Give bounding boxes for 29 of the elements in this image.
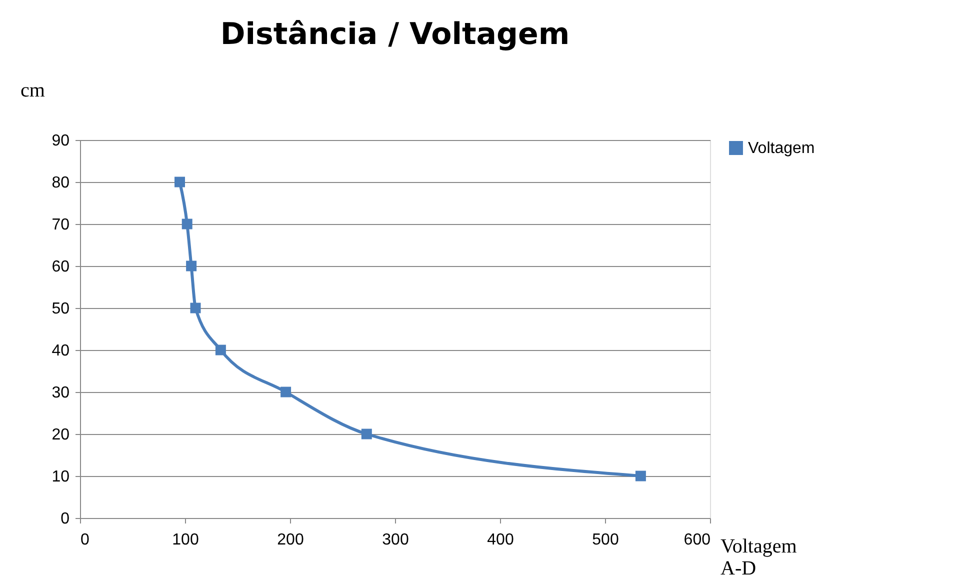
y-tick-label: 60 <box>52 258 70 276</box>
y-tick-label: 90 <box>52 132 70 150</box>
point <box>186 260 197 272</box>
y-tick-label: 30 <box>52 384 70 402</box>
y-tick-label: 0 <box>60 510 70 528</box>
point <box>182 218 192 230</box>
point <box>174 176 185 188</box>
y-tick-label: 50 <box>52 300 70 318</box>
y-tick-label: 10 <box>52 468 70 486</box>
x-tick-label: 0 <box>80 532 90 548</box>
point <box>280 386 292 398</box>
chart-title: Distância / Voltagem <box>220 17 570 52</box>
point <box>361 428 372 440</box>
x-tick-label: 100 <box>172 532 199 548</box>
y-axis-title: cm <box>20 80 46 102</box>
x-tick-label: 200 <box>277 532 304 548</box>
x-tick-label: 600 <box>684 532 711 548</box>
point <box>190 302 201 314</box>
y-tick-label: 20 <box>52 426 70 444</box>
y-tick-label: 80 <box>52 174 70 192</box>
y-tick-label: 70 <box>52 216 70 234</box>
x-tick-label: 300 <box>382 532 409 548</box>
point <box>635 470 646 482</box>
point <box>215 344 226 356</box>
x-tick-label: 400 <box>487 532 514 548</box>
x-axis-title: Voltagem A-D <box>720 536 798 580</box>
legend-label: Voltagem <box>748 140 815 157</box>
x-tick-label: 500 <box>592 532 619 548</box>
y-tick-label: 40 <box>52 342 70 360</box>
